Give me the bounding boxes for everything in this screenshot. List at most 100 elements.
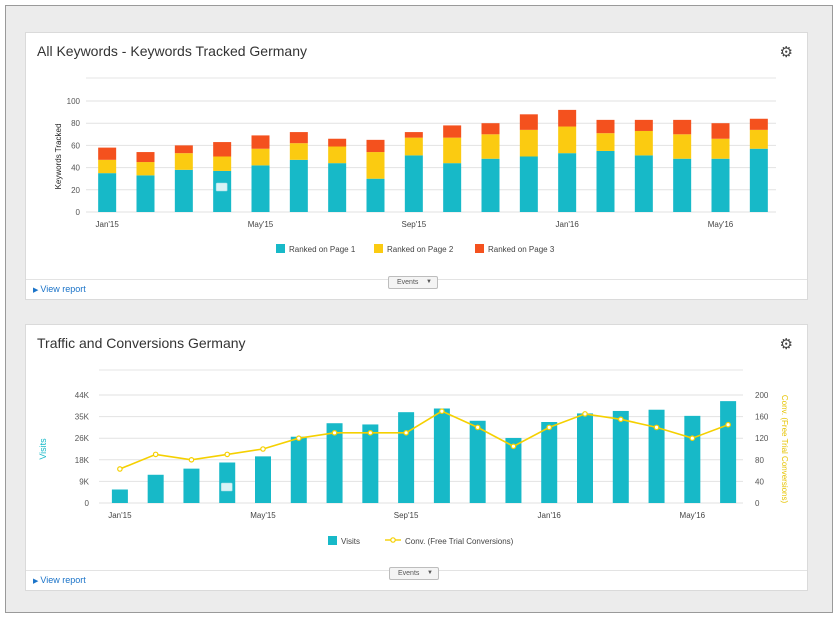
legend-swatch [475, 244, 484, 253]
y-tick-label: 20 [71, 186, 80, 195]
bar-segment [289, 143, 308, 160]
view-report-link[interactable]: ▶ View report [33, 284, 86, 294]
bar-segment [98, 159, 117, 174]
bar [648, 409, 665, 503]
x-tick-label: Sep'15 [401, 220, 426, 229]
y-tick-label: 80 [71, 119, 80, 128]
line-point [617, 416, 624, 423]
x-tick-label: Jan'16 [538, 511, 562, 520]
bar-segment [481, 134, 500, 159]
panel-footer: ▶ View report Events ▼ [26, 276, 807, 299]
events-dropdown[interactable]: Events ▼ [388, 276, 438, 289]
y-tick-label: 0 [76, 208, 81, 217]
bar-segment [213, 170, 232, 212]
bar-segment [634, 119, 653, 131]
legend-label: Ranked on Page 2 [387, 245, 454, 254]
line-point [582, 411, 588, 417]
y2-tick-label: 40 [755, 477, 764, 486]
bar-segment [558, 109, 577, 127]
bar-segment [596, 133, 615, 151]
bar-segment [711, 123, 730, 139]
bar [505, 437, 522, 503]
bar [290, 436, 307, 503]
x-tick-label: Jan'15 [108, 511, 132, 520]
y-tick-label: 44K [75, 391, 90, 400]
bar-segment [251, 165, 270, 212]
bar [684, 415, 701, 503]
line-point [188, 457, 195, 463]
bar-segment [174, 145, 193, 154]
y2-tick-label: 120 [755, 434, 769, 443]
bar-segment [404, 137, 423, 156]
bar-segment [366, 178, 385, 212]
bar-segment [634, 155, 653, 212]
bar [720, 401, 737, 503]
y-tick-label: 0 [85, 499, 90, 508]
y-axis-title: Visits [38, 438, 48, 460]
line-point [224, 451, 231, 458]
bar-segment [404, 155, 423, 212]
caret-right-icon: ▶ [33, 287, 39, 294]
legend-swatch [328, 536, 337, 545]
y-tick-label: 60 [71, 141, 80, 150]
line-point [653, 424, 660, 431]
gear-icon[interactable]: ⚙ [779, 44, 793, 61]
events-dropdown[interactable]: Events ▼ [389, 567, 439, 580]
panel-title: All Keywords - Keywords Tracked Germany [37, 43, 307, 59]
legend-label: Ranked on Page 1 [289, 245, 356, 254]
x-tick-label: May'15 [250, 511, 276, 520]
line-point [439, 408, 445, 415]
bar-segment [328, 146, 347, 164]
view-report-link[interactable]: ▶ View report [33, 575, 86, 585]
bar [326, 423, 343, 503]
view-report-label: View report [40, 284, 86, 294]
legend-label: Conv. (Free Trial Conversions) [405, 537, 514, 546]
bar [433, 408, 450, 503]
bar-segment [519, 129, 538, 157]
bar-segment [404, 132, 423, 138]
bar [469, 420, 486, 503]
gear-icon[interactable]: ⚙ [779, 336, 793, 353]
bar-segment [673, 119, 692, 135]
x-tick-label: Jan'16 [556, 220, 580, 229]
events-label: Events [397, 279, 419, 286]
bar-segment [251, 135, 270, 149]
bar [255, 456, 271, 503]
x-tick-label: May'15 [248, 220, 274, 229]
bar-segment [596, 119, 615, 134]
caret-right-icon: ▶ [33, 578, 39, 585]
y2-tick-label: 160 [755, 413, 769, 422]
line-point [403, 430, 409, 436]
y2-tick-label: 80 [755, 456, 764, 465]
y-tick-label: 26K [75, 434, 90, 443]
bar-segment [443, 163, 462, 212]
events-label: Events [398, 570, 420, 577]
view-report-label: View report [40, 575, 86, 585]
bar [183, 468, 200, 503]
bar-segment [673, 134, 692, 159]
bar-segment [749, 118, 768, 130]
bar [111, 489, 128, 503]
bar-segment [251, 148, 270, 166]
bar-segment [98, 147, 117, 160]
keywords-panel: All Keywords - Keywords Tracked Germany … [25, 32, 808, 300]
line-point [689, 435, 696, 442]
bar-segment [136, 162, 155, 176]
bar-segment [366, 152, 385, 179]
bar-segment [328, 138, 347, 147]
legend-label: Ranked on Page 3 [488, 245, 555, 254]
bar-segment [174, 153, 193, 170]
y2-tick-label: 200 [755, 391, 769, 400]
bar-segment [328, 163, 347, 212]
bar [147, 474, 164, 503]
x-tick-label: Jan'15 [96, 220, 120, 229]
y2-tick-label: 0 [755, 499, 760, 508]
bar-segment [519, 156, 538, 212]
line-point [510, 443, 517, 450]
comment-icon [220, 482, 233, 492]
bar-segment [443, 125, 462, 138]
line-point [331, 430, 338, 436]
bar-segment [596, 150, 615, 212]
bar-segment [558, 153, 577, 212]
line-point [367, 430, 374, 436]
